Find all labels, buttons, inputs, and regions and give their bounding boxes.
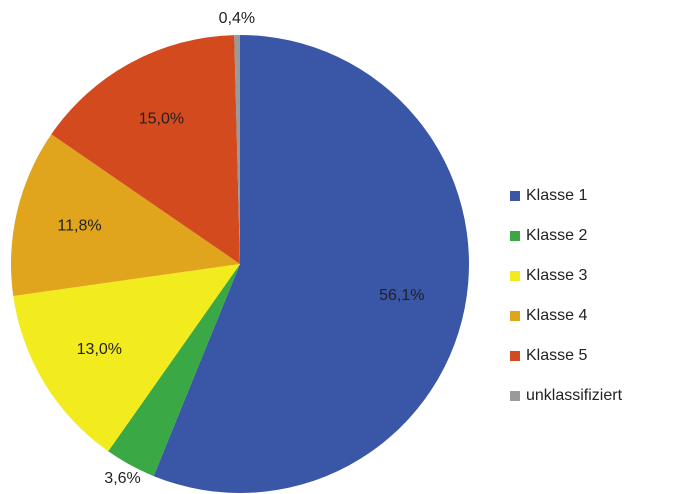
legend-swatch [510,271,520,281]
data-label: 11,8% [57,217,101,234]
pie-slice [234,35,240,264]
legend-label: Klasse 3 [526,267,587,284]
legend-swatch [510,351,520,361]
legend-swatch [510,231,520,241]
pie-slice [108,264,241,477]
legend-swatch [510,311,520,321]
pie-slice [51,35,240,264]
pie-slice [153,35,470,493]
data-label: 56,1% [379,287,424,304]
data-label: 0,4% [219,10,255,27]
legend-label: unklassifiziert [526,387,623,404]
data-label: 3,6% [104,470,140,487]
pie-slice [13,264,240,452]
legend-label: Klasse 4 [526,307,587,324]
pie-slice [10,134,240,296]
legend-label: Klasse 1 [526,187,587,204]
legend-swatch [510,391,520,401]
data-label: 13,0% [77,341,122,358]
legend-label: Klasse 2 [526,227,587,244]
legend-label: Klasse 5 [526,347,587,364]
data-label: 15,0% [139,110,184,127]
legend-swatch [510,191,520,201]
